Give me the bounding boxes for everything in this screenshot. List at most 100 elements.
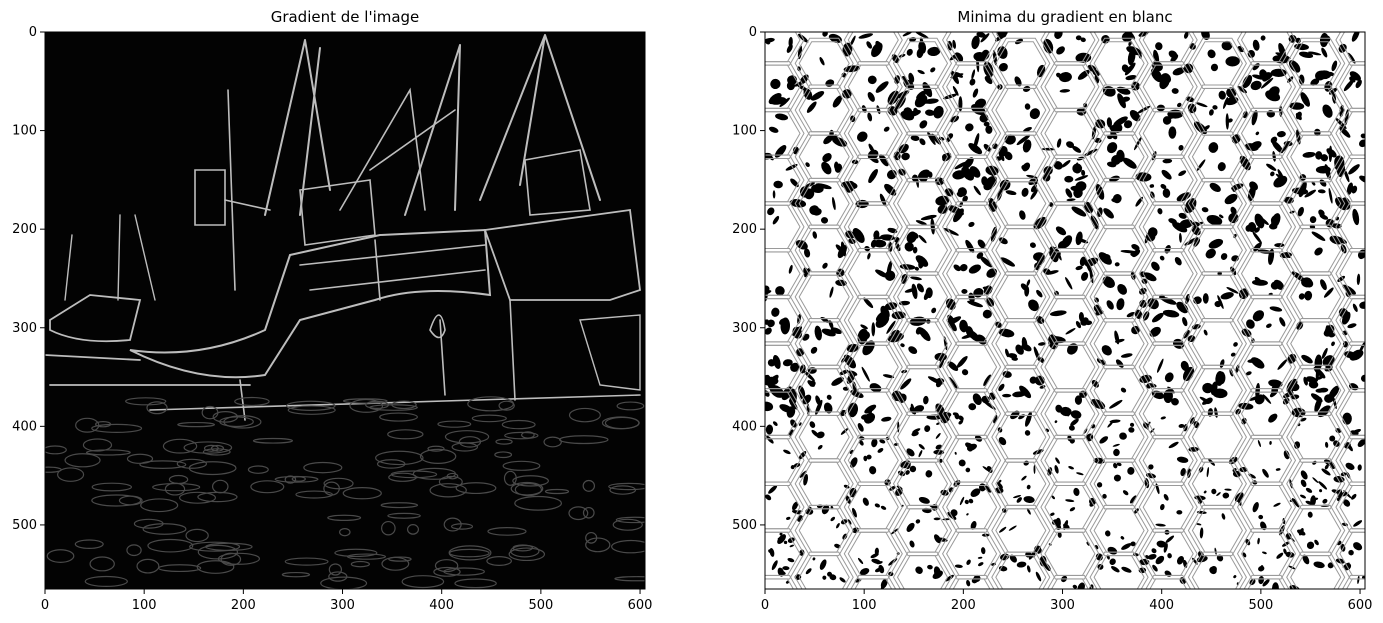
minima-blob [1065,277,1073,290]
minima-blob [1075,321,1082,329]
minima-blob [1068,425,1075,431]
minima-blob [1070,418,1079,426]
minima-blob [961,334,972,339]
minima-blob [1310,78,1320,86]
minima-blob [997,187,1003,201]
minima-blob [956,355,968,368]
minima-blob [1206,214,1223,226]
minima-blob [792,501,799,511]
minima-blob [1303,376,1308,386]
minima-blob [1351,493,1357,500]
minima-blob [804,248,811,258]
hex-cell [942,201,1002,253]
texture-stroke [443,567,485,576]
texture-stroke [381,520,396,536]
minima-blob [1258,565,1265,572]
minima-blob [1215,370,1224,386]
minima-blob [1026,484,1031,490]
minima-blob [1165,535,1175,543]
minima-blob [1217,162,1226,172]
minima-blob [1269,441,1272,445]
minima-blob [1116,462,1122,467]
minima-blob [1019,385,1032,399]
hex-cell [898,602,948,623]
minima-blob [1134,136,1142,151]
minima-blob [1129,422,1135,427]
minima-blob [863,455,868,462]
minima-blob [1113,462,1118,469]
minima-blob [867,92,875,102]
minima-blob [1248,395,1263,401]
minima-blob [918,172,928,183]
minima-blob [918,450,923,458]
minima-blob [900,378,912,390]
texture-stroke [582,506,595,519]
minima-blob [812,208,822,216]
minima-blob [942,152,952,162]
hex-cell [794,177,854,230]
minima-blob [998,62,1008,72]
minima-blob [959,319,968,333]
minima-blob [967,446,973,452]
minima-blob [1068,466,1074,470]
minima-blob [803,474,809,486]
texture-stroke [91,494,142,507]
minima-blob [875,40,883,49]
texture-stroke [45,466,62,473]
minima-blob [1038,342,1046,346]
hex-cell [1236,154,1297,206]
hex-cell [1286,177,1346,230]
texture-stroke [443,517,462,532]
minima-blob [809,380,816,387]
hex-cell [894,599,952,623]
hex-cell [892,411,953,463]
hex-cell [1335,294,1365,346]
panel-gradient-axes: 0 100 200 300 400 500 600 0 100 200 300 400 500 [12,25,652,613]
hex-cell [1236,434,1297,486]
hex-cell [843,32,903,66]
texture-stroke [323,477,354,490]
minima-blob [1071,206,1087,217]
minima-blob [815,395,821,406]
minima-blob [1247,49,1255,58]
minima-blob [772,421,778,426]
minima-blob [779,97,790,107]
minima-blob [964,499,969,505]
minima-blob [1218,90,1226,100]
minima-blob [972,393,982,406]
minima-blob [767,359,776,367]
minima-blob [927,564,933,570]
minima-blob [961,289,968,294]
hex-cell [1138,294,1198,346]
texture-stroke [85,449,131,456]
texture-stroke [328,571,348,582]
hex-cell [1339,111,1365,156]
minima-blob [1114,330,1120,345]
minima-blob [1241,328,1252,337]
minima-blob [870,553,879,559]
texture-stroke [126,453,154,464]
minima-blob [939,458,943,463]
minima-blob [1005,190,1017,196]
texture-stroke [495,438,513,445]
minima-blob [1337,489,1343,499]
minima-blob [857,557,864,565]
texture-stroke [281,571,311,578]
hex-cell [1040,248,1100,300]
minima-blob [1117,93,1126,109]
minima-blob [1178,424,1185,428]
minima-blob [906,231,917,244]
minima-blob [906,448,915,457]
hex-cell [1089,37,1149,89]
minima-blob [832,197,836,211]
hex-cell [765,107,805,159]
minima-blob [1023,126,1032,133]
hex-cell [991,364,1051,416]
hex-cell [1335,201,1365,253]
minima-blob [919,138,926,146]
texture-stroke [91,482,133,492]
texture-stroke [247,465,269,474]
minima-blob [1168,50,1178,59]
minima-blob [1096,482,1103,488]
minima-blob [1266,323,1272,328]
